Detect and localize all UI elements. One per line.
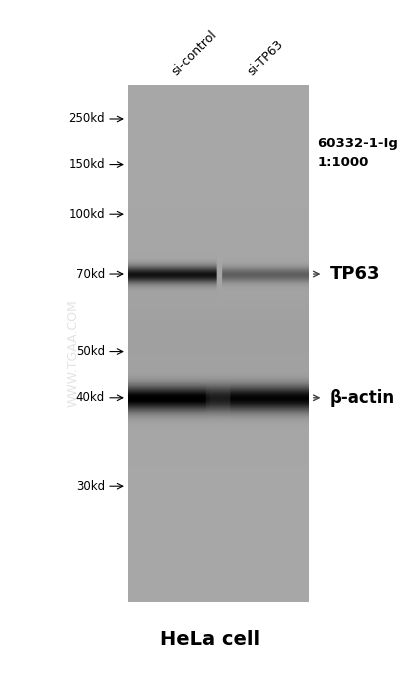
Text: WWW.TGAA.COM: WWW.TGAA.COM xyxy=(67,300,80,407)
Text: TP63: TP63 xyxy=(330,265,380,283)
Text: 40kd: 40kd xyxy=(76,391,105,405)
Text: 30kd: 30kd xyxy=(76,479,105,493)
Text: HeLa cell: HeLa cell xyxy=(160,630,260,649)
Text: 100kd: 100kd xyxy=(68,207,105,221)
Text: si-TP63: si-TP63 xyxy=(245,37,286,78)
Text: 250kd: 250kd xyxy=(68,112,105,126)
Text: β-actin: β-actin xyxy=(330,389,395,407)
Text: 50kd: 50kd xyxy=(76,345,105,358)
Text: 60332-1-Ig
1:1000: 60332-1-Ig 1:1000 xyxy=(317,137,398,169)
Text: 150kd: 150kd xyxy=(68,158,105,171)
Text: 70kd: 70kd xyxy=(76,267,105,281)
Text: si-control: si-control xyxy=(169,28,219,78)
